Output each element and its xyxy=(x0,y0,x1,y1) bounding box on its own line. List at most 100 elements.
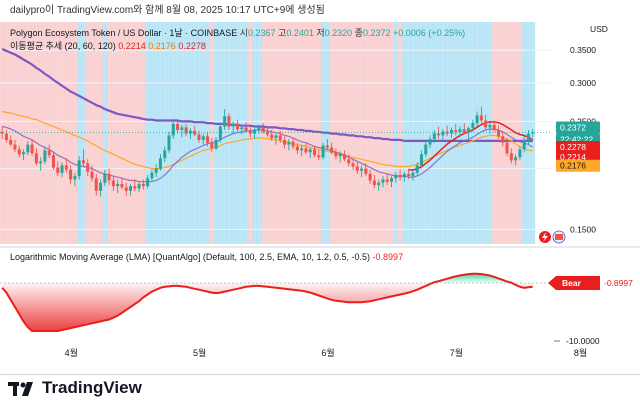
candle-body xyxy=(432,133,436,140)
candle-body xyxy=(330,147,334,153)
close-value: 0.2372 xyxy=(362,28,391,38)
ma-legend[interactable]: 이동평균 추세 (20, 60, 120) 0.2214 0.2176 0.22… xyxy=(10,39,206,52)
lma-bear-area xyxy=(2,283,533,331)
candle-body xyxy=(103,173,107,183)
candle-body xyxy=(210,142,214,149)
trend-band xyxy=(372,22,377,244)
candle-body xyxy=(34,153,38,164)
trend-band xyxy=(517,22,523,244)
trend-band xyxy=(380,22,386,244)
candle-body xyxy=(197,134,201,140)
x-tick-label: 6월 xyxy=(321,347,334,358)
trend-band xyxy=(72,22,78,244)
trend-band xyxy=(363,22,369,244)
candle-body xyxy=(17,149,21,155)
symbol-title[interactable]: Polygon Ecosystem Token / US Dollar · 1날… xyxy=(10,28,238,38)
trend-band xyxy=(402,22,407,244)
candle-body xyxy=(475,115,479,124)
candle-body xyxy=(364,168,368,174)
bear-badge-label: Bear xyxy=(562,278,582,288)
candle-body xyxy=(146,178,150,187)
candle-body xyxy=(351,163,355,167)
trend-band xyxy=(89,22,95,244)
candle-body xyxy=(223,116,227,127)
bear-badge-bg xyxy=(548,276,600,290)
trend-band xyxy=(119,22,125,244)
chart-svg[interactable]: 0.35000.30000.25000.20000.15004월5월6월7월8월… xyxy=(0,16,640,374)
brand-name: TradingView xyxy=(42,378,142,397)
ma-indicator-name: 이동평균 추세 (20, 60, 120) xyxy=(10,41,116,51)
ma60-line xyxy=(1,110,533,170)
lma-axis-label: -10.0000 xyxy=(566,336,600,346)
candle-body xyxy=(176,123,180,131)
y-tick-label: 0.3000 xyxy=(570,78,596,88)
candle-body xyxy=(454,130,458,132)
ma120-axis-label-bg xyxy=(556,141,600,154)
candle-body xyxy=(253,130,257,134)
trend-band xyxy=(162,22,168,244)
candle-body xyxy=(150,172,154,179)
trend-band xyxy=(342,22,347,244)
candle-body xyxy=(514,157,518,161)
candle-body xyxy=(342,154,346,160)
candle-body xyxy=(180,127,184,131)
candle-body xyxy=(407,173,411,177)
ohlc-values: 시0.2367 고0.2401 저0.2320 종0.2372 +0.0006 … xyxy=(240,28,465,38)
ma20-axis-label: 0.2214 xyxy=(560,152,586,162)
candle-body xyxy=(462,129,466,133)
candle-body xyxy=(99,182,103,191)
trend-band xyxy=(504,22,510,244)
candle-body xyxy=(526,133,530,140)
trend-band xyxy=(29,22,35,244)
candle-body xyxy=(338,154,342,157)
event-flash-glyph xyxy=(542,232,548,242)
candle-body xyxy=(51,155,55,168)
trend-band xyxy=(359,22,365,244)
candle-body xyxy=(47,150,51,156)
candle-body xyxy=(355,166,359,171)
trend-band xyxy=(389,22,394,244)
trend-band xyxy=(38,22,44,244)
lma-bull-area xyxy=(2,273,533,283)
candle-body xyxy=(158,158,162,169)
trend-band xyxy=(483,22,489,244)
candle-body xyxy=(9,139,13,145)
trend-band xyxy=(141,22,146,244)
candle-body xyxy=(270,134,274,139)
trend-band xyxy=(115,22,121,244)
candle-body xyxy=(193,130,197,135)
trend-band xyxy=(81,22,86,244)
trend-band xyxy=(350,22,356,244)
candle-body xyxy=(274,135,278,139)
trend-band xyxy=(316,22,322,244)
lma-legend[interactable]: Logarithmic Moving Average (LMA) [QuantA… xyxy=(10,252,403,262)
candle-body xyxy=(501,136,505,143)
trend-band xyxy=(492,22,497,244)
candle-body xyxy=(317,155,321,158)
candle-body xyxy=(278,135,282,140)
trend-band xyxy=(64,22,69,244)
candle-body xyxy=(531,132,535,134)
trend-band xyxy=(51,22,56,244)
candle-body xyxy=(261,127,265,132)
event-flag-glyph xyxy=(555,234,563,240)
y-tick-label: 0.3500 xyxy=(570,45,596,55)
trend-band xyxy=(158,22,163,244)
candle-body xyxy=(308,149,312,153)
candle-body xyxy=(325,145,329,148)
trend-band xyxy=(21,22,26,244)
tradingview-brand[interactable]: TradingView xyxy=(8,377,142,399)
candle-body xyxy=(287,141,291,145)
countdown-label: 22:42:22 xyxy=(560,135,593,145)
candle-body xyxy=(43,150,47,162)
trend-band xyxy=(385,22,390,244)
candle-body xyxy=(244,127,248,131)
trend-band xyxy=(286,22,292,244)
candle-body xyxy=(163,150,167,159)
trend-band xyxy=(406,22,412,244)
trend-band xyxy=(376,22,382,244)
candle-body xyxy=(56,167,60,173)
trend-band xyxy=(355,22,360,244)
candle-body xyxy=(141,183,145,187)
candle-body xyxy=(518,149,522,158)
